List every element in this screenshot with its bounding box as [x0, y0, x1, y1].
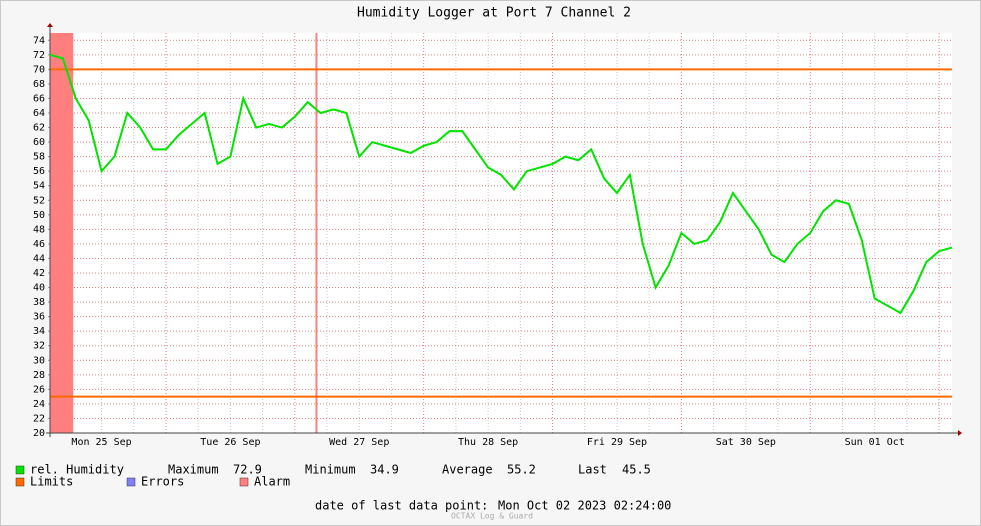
stat-value: 55.2 — [507, 463, 536, 477]
y-tick-label: 58 — [33, 152, 45, 163]
alarm-span — [315, 33, 318, 433]
stat-label: Minimum — [305, 463, 356, 477]
y-axis-arrow — [47, 23, 53, 27]
legend-swatch — [239, 477, 249, 487]
y-tick-label: 30 — [33, 355, 45, 366]
y-tick-label: 66 — [33, 93, 45, 104]
y-tick-label: 54 — [33, 181, 45, 192]
plot-area — [50, 33, 952, 433]
y-tick-label: 68 — [33, 79, 45, 90]
x-tick-label: Sun 01 Oct — [845, 437, 905, 448]
y-tick-label: 52 — [33, 195, 45, 206]
y-tick-label: 56 — [33, 166, 45, 177]
legend-label: Alarm — [254, 475, 290, 489]
legend-label: Limits — [30, 475, 73, 489]
legend-label: rel. Humidity — [30, 463, 124, 477]
x-tick-label: Mon 25 Sep — [71, 437, 131, 448]
y-tick-label: 44 — [33, 253, 45, 264]
y-tick-label: 60 — [33, 137, 45, 148]
legend-swatch — [15, 465, 25, 475]
x-tick-label: Fri 29 Sep — [587, 437, 647, 448]
x-tick-label: Sat 30 Sep — [716, 437, 776, 448]
y-tick-label: 70 — [33, 64, 45, 75]
x-tick-label: Thu 28 Sep — [458, 437, 518, 448]
y-tick-label: 42 — [33, 268, 45, 279]
y-tick-label: 50 — [33, 210, 45, 221]
stat-value: 45.5 — [622, 463, 651, 477]
legend-swatch — [15, 477, 25, 487]
y-tick-label: 38 — [33, 297, 45, 308]
y-tick-label: 22 — [33, 413, 45, 424]
y-tick-label: 48 — [33, 224, 45, 235]
stat-label: Average — [442, 463, 493, 477]
data-line — [49, 53, 953, 315]
last-data-point: Mon Oct 02 2023 02:24:00 — [498, 499, 671, 513]
legend-label: Errors — [141, 475, 184, 489]
y-tick-label: 74 — [33, 35, 45, 46]
x-axis-arrow — [958, 430, 962, 436]
y-tick-label: 36 — [33, 312, 45, 323]
y-tick-label: 34 — [33, 326, 45, 337]
chart-title: Humidity Logger at Port 7 Channel 2 — [357, 6, 631, 21]
y-tick-label: 64 — [33, 108, 45, 119]
footer-label: date of last data point: — [315, 499, 488, 513]
y-tick-label: 32 — [33, 341, 45, 352]
x-tick-label: Wed 27 Sep — [329, 437, 389, 448]
legend-swatch — [126, 477, 136, 487]
stat-label: Maximum — [168, 463, 219, 477]
y-tick-label: 40 — [33, 283, 45, 294]
stat-value: 72.9 — [233, 463, 262, 477]
y-tick-label: 26 — [33, 384, 45, 395]
stat-label: Last — [578, 463, 607, 477]
alarm-span — [50, 33, 74, 433]
y-tick-label: 46 — [33, 239, 45, 250]
y-tick-label: 28 — [33, 370, 45, 381]
y-tick-label: 62 — [33, 123, 45, 134]
y-tick-label: 72 — [33, 50, 45, 61]
x-tick-label: Tue 26 Sep — [200, 437, 260, 448]
y-tick-label: 24 — [33, 399, 45, 410]
y-tick-label: 20 — [33, 428, 45, 439]
stat-value: 34.9 — [370, 463, 399, 477]
watermark: OCTAX Log & Guard — [451, 512, 533, 521]
